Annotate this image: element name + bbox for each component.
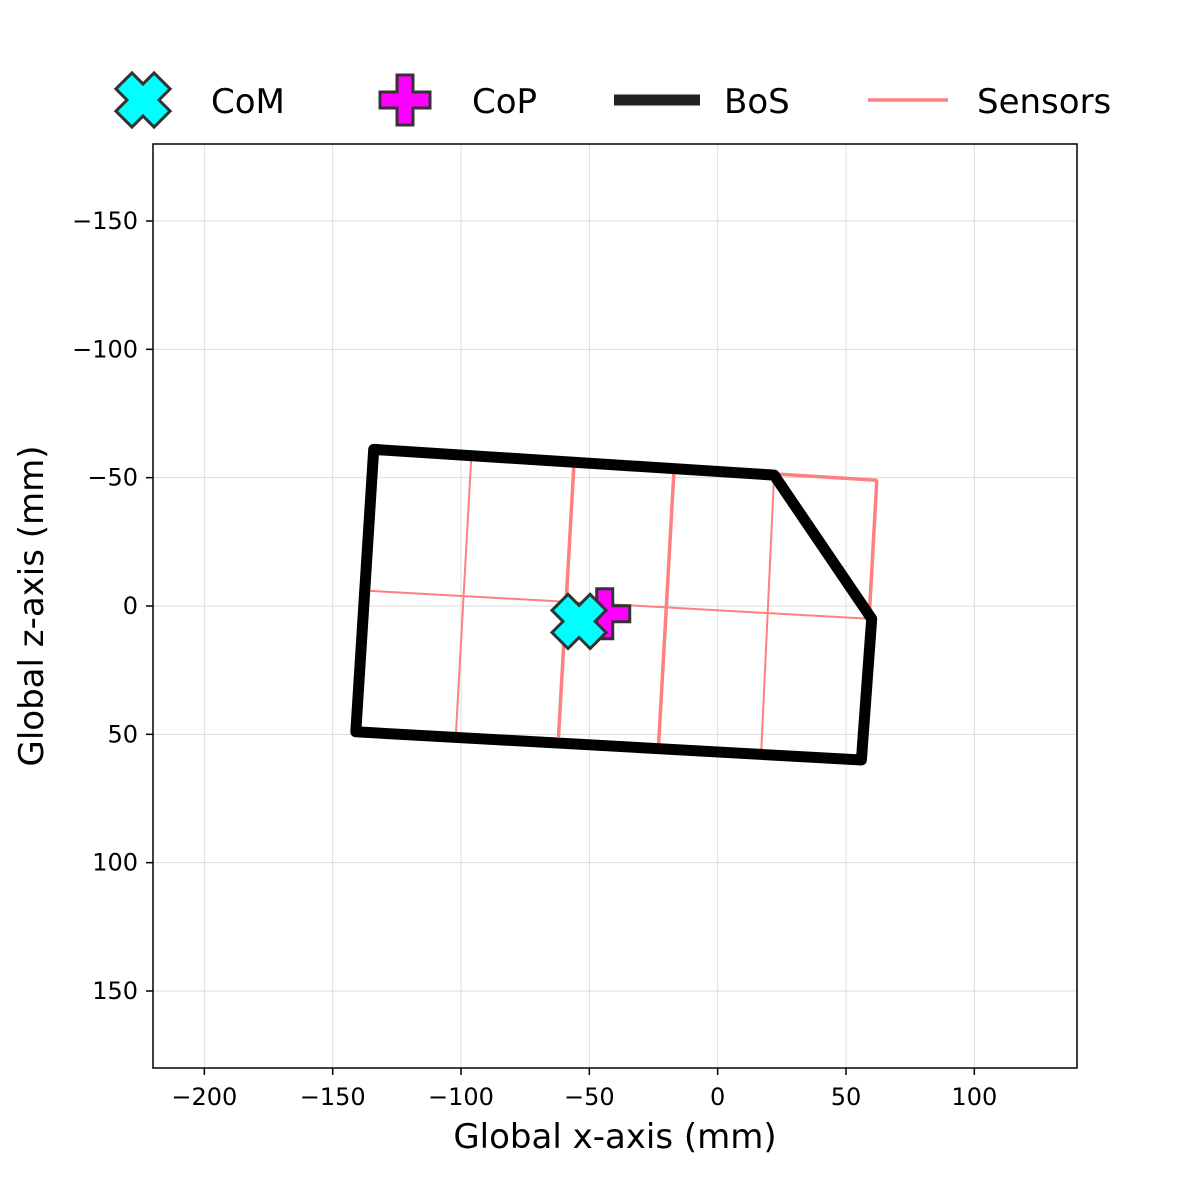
x-tick-label: −200: [171, 1083, 237, 1111]
y-axis-ticks: −150 −100 −50 0 50 100 150: [72, 207, 153, 1005]
y-axis-label: Global z-axis (mm): [12, 445, 52, 766]
com-marker: [549, 592, 609, 651]
x-tick-label: −50: [564, 1083, 615, 1111]
x-tick-label: 100: [951, 1083, 997, 1111]
legend-com-icon: [113, 70, 173, 130]
legend-sensors-label: Sensors: [977, 82, 1111, 122]
legend-com-label: CoM: [211, 82, 285, 122]
y-tick-label: −150: [72, 207, 138, 235]
y-tick-label: 0: [123, 592, 138, 620]
x-axis-ticks: −200 −150 −100 −50 0 50 100: [171, 1068, 997, 1111]
y-tick-label: −50: [87, 464, 138, 492]
legend-bos-label: BoS: [724, 82, 790, 122]
x-tick-label: 0: [710, 1083, 725, 1111]
y-tick-label: −100: [72, 335, 138, 363]
legend: CoM CoP BoS Sensors: [113, 70, 1111, 130]
bos-polygon: [350, 443, 878, 766]
x-tick-label: −150: [300, 1083, 366, 1111]
sensors-grid-line: [867, 480, 879, 619]
y-tick-label: 50: [107, 720, 138, 748]
y-tick-label: 150: [92, 977, 138, 1005]
x-tick-label: −100: [428, 1083, 494, 1111]
legend-cop-label: CoP: [472, 82, 537, 122]
sensors-grid-line: [656, 469, 676, 745]
x-axis-label: Global x-axis (mm): [453, 1117, 776, 1157]
y-tick-label: 100: [92, 849, 138, 877]
plot-area: [350, 443, 879, 766]
legend-cop-icon: [378, 73, 432, 127]
x-tick-label: 50: [831, 1083, 862, 1111]
